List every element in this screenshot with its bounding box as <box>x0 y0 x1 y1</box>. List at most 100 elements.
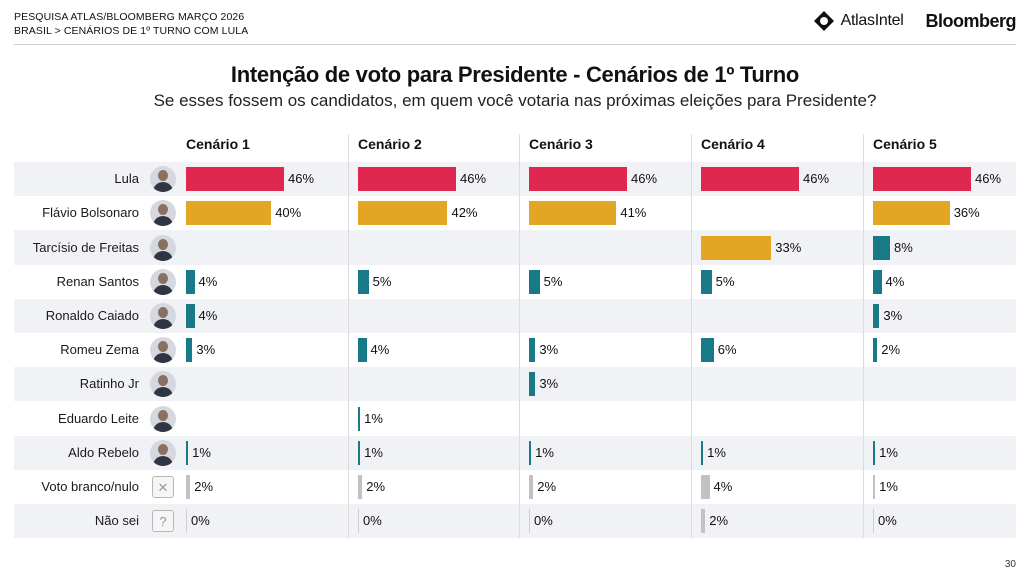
scenario-header: Cenário 2 <box>358 136 422 152</box>
candidate-name: Romeu Zema <box>60 342 139 358</box>
data-bar <box>701 509 706 534</box>
data-label: 0% <box>191 513 210 529</box>
avatar-head <box>158 443 168 455</box>
avatar-body <box>153 455 173 466</box>
data-label: 46% <box>460 171 487 187</box>
data-bar <box>873 303 880 328</box>
data-label: 2% <box>709 513 729 529</box>
lula-avatar-icon <box>150 166 176 193</box>
data-label: 41% <box>620 205 647 221</box>
data-label: 2% <box>537 478 557 494</box>
avatar-body <box>153 387 173 398</box>
scenario-header: Cenário 5 <box>873 136 937 152</box>
data-bar <box>186 269 195 294</box>
data-bar <box>358 338 367 363</box>
candidate-name: Ronaldo Caiado <box>45 307 139 323</box>
avatar-body <box>153 318 173 329</box>
survey-title: PESQUISA ATLAS/BLOOMBERG MARÇO 2026 <box>14 11 245 23</box>
avatar-body <box>153 216 173 227</box>
blank-vote-icon: ✕ <box>152 475 174 498</box>
aldo-rebelo-avatar-icon <box>150 439 176 466</box>
eduardo-leite-avatar-icon <box>150 405 176 432</box>
tarcisio-de-freitas-avatar-icon <box>150 234 176 261</box>
data-bar <box>186 201 272 226</box>
data-label: 3% <box>539 376 559 392</box>
row-band <box>14 298 1016 333</box>
data-bar <box>873 474 876 499</box>
ratinho-jr-avatar-icon <box>150 371 176 398</box>
candidate-name: Eduardo Leite <box>58 410 139 426</box>
data-label: 4% <box>885 273 905 289</box>
row-band <box>14 504 1016 539</box>
data-label: 1% <box>192 444 211 460</box>
data-label: 3% <box>883 307 903 323</box>
data-bar <box>873 167 971 192</box>
data-label: 36% <box>953 205 980 221</box>
scenario-separator <box>863 134 864 539</box>
avatar-body <box>153 250 173 261</box>
data-bar <box>358 201 448 226</box>
candidate-name: Voto branco/nulo <box>41 478 139 494</box>
data-label: 2% <box>194 478 214 494</box>
page-number: 30 <box>1004 559 1016 570</box>
data-label: 1% <box>535 444 554 460</box>
data-label: 8% <box>894 239 913 255</box>
data-label: 5% <box>715 273 735 289</box>
data-label: 0% <box>878 513 897 529</box>
avatar-body <box>153 182 173 193</box>
ronaldo-caiado-avatar-icon <box>150 302 176 329</box>
data-label: 46% <box>803 171 830 187</box>
data-label: 42% <box>451 205 478 221</box>
data-bar <box>701 440 704 465</box>
data-bar <box>358 167 456 192</box>
data-bar <box>358 474 363 499</box>
data-label: 40% <box>275 205 302 221</box>
data-bar <box>701 338 714 363</box>
scenario-separator <box>519 134 520 539</box>
data-bar <box>873 440 876 465</box>
data-bar <box>873 509 874 534</box>
header-logos: AtlasIntel Bloomberg <box>813 10 1016 32</box>
candidate-name: Aldo Rebelo <box>68 444 139 460</box>
data-label: 0% <box>363 513 382 529</box>
avatar-head <box>158 272 168 284</box>
row-band <box>14 367 1016 402</box>
data-bar <box>529 269 540 294</box>
data-label: 2% <box>366 478 386 494</box>
data-bar <box>529 474 534 499</box>
data-label: 46% <box>631 171 658 187</box>
atlasintel-mark-icon <box>813 11 834 31</box>
row-band <box>14 435 1016 470</box>
data-label: 4% <box>198 307 218 323</box>
data-bar <box>873 338 878 363</box>
data-label: 5% <box>372 273 392 289</box>
candidate-name: Ratinho Jr <box>79 376 139 392</box>
renan-santos-avatar-icon <box>150 268 176 295</box>
scenario-separator <box>691 134 692 539</box>
bloomberg-logo: Bloomberg <box>925 10 1016 31</box>
scenario-header: Cenário 4 <box>701 136 765 152</box>
data-bar <box>186 440 189 465</box>
data-bar <box>186 474 191 499</box>
data-bar <box>186 338 193 363</box>
data-bar <box>529 338 536 363</box>
scenario-header: Cenário 3 <box>529 136 593 152</box>
data-bar <box>358 440 361 465</box>
scenario-header: Cenário 1 <box>186 136 250 152</box>
data-label: 0% <box>534 513 553 529</box>
atlasintel-wordmark: AtlasIntel <box>840 12 904 29</box>
data-bar <box>701 235 772 260</box>
question-box-icon: ? <box>152 510 174 533</box>
avatar-head <box>158 170 168 182</box>
data-label: 5% <box>543 273 563 289</box>
chart-title: Intenção de voto para Presidente - Cenár… <box>230 62 800 87</box>
data-bar <box>701 167 799 192</box>
flavio-bolsonaro-avatar-icon <box>150 200 176 227</box>
candidate-name: Flávio Bolsonaro <box>42 205 139 221</box>
avatar-body <box>153 353 173 364</box>
data-bar <box>529 201 617 226</box>
data-label: 1% <box>707 444 726 460</box>
data-label: 3% <box>196 342 216 358</box>
romeu-zema-avatar-icon <box>150 337 176 364</box>
data-bar <box>701 474 710 499</box>
